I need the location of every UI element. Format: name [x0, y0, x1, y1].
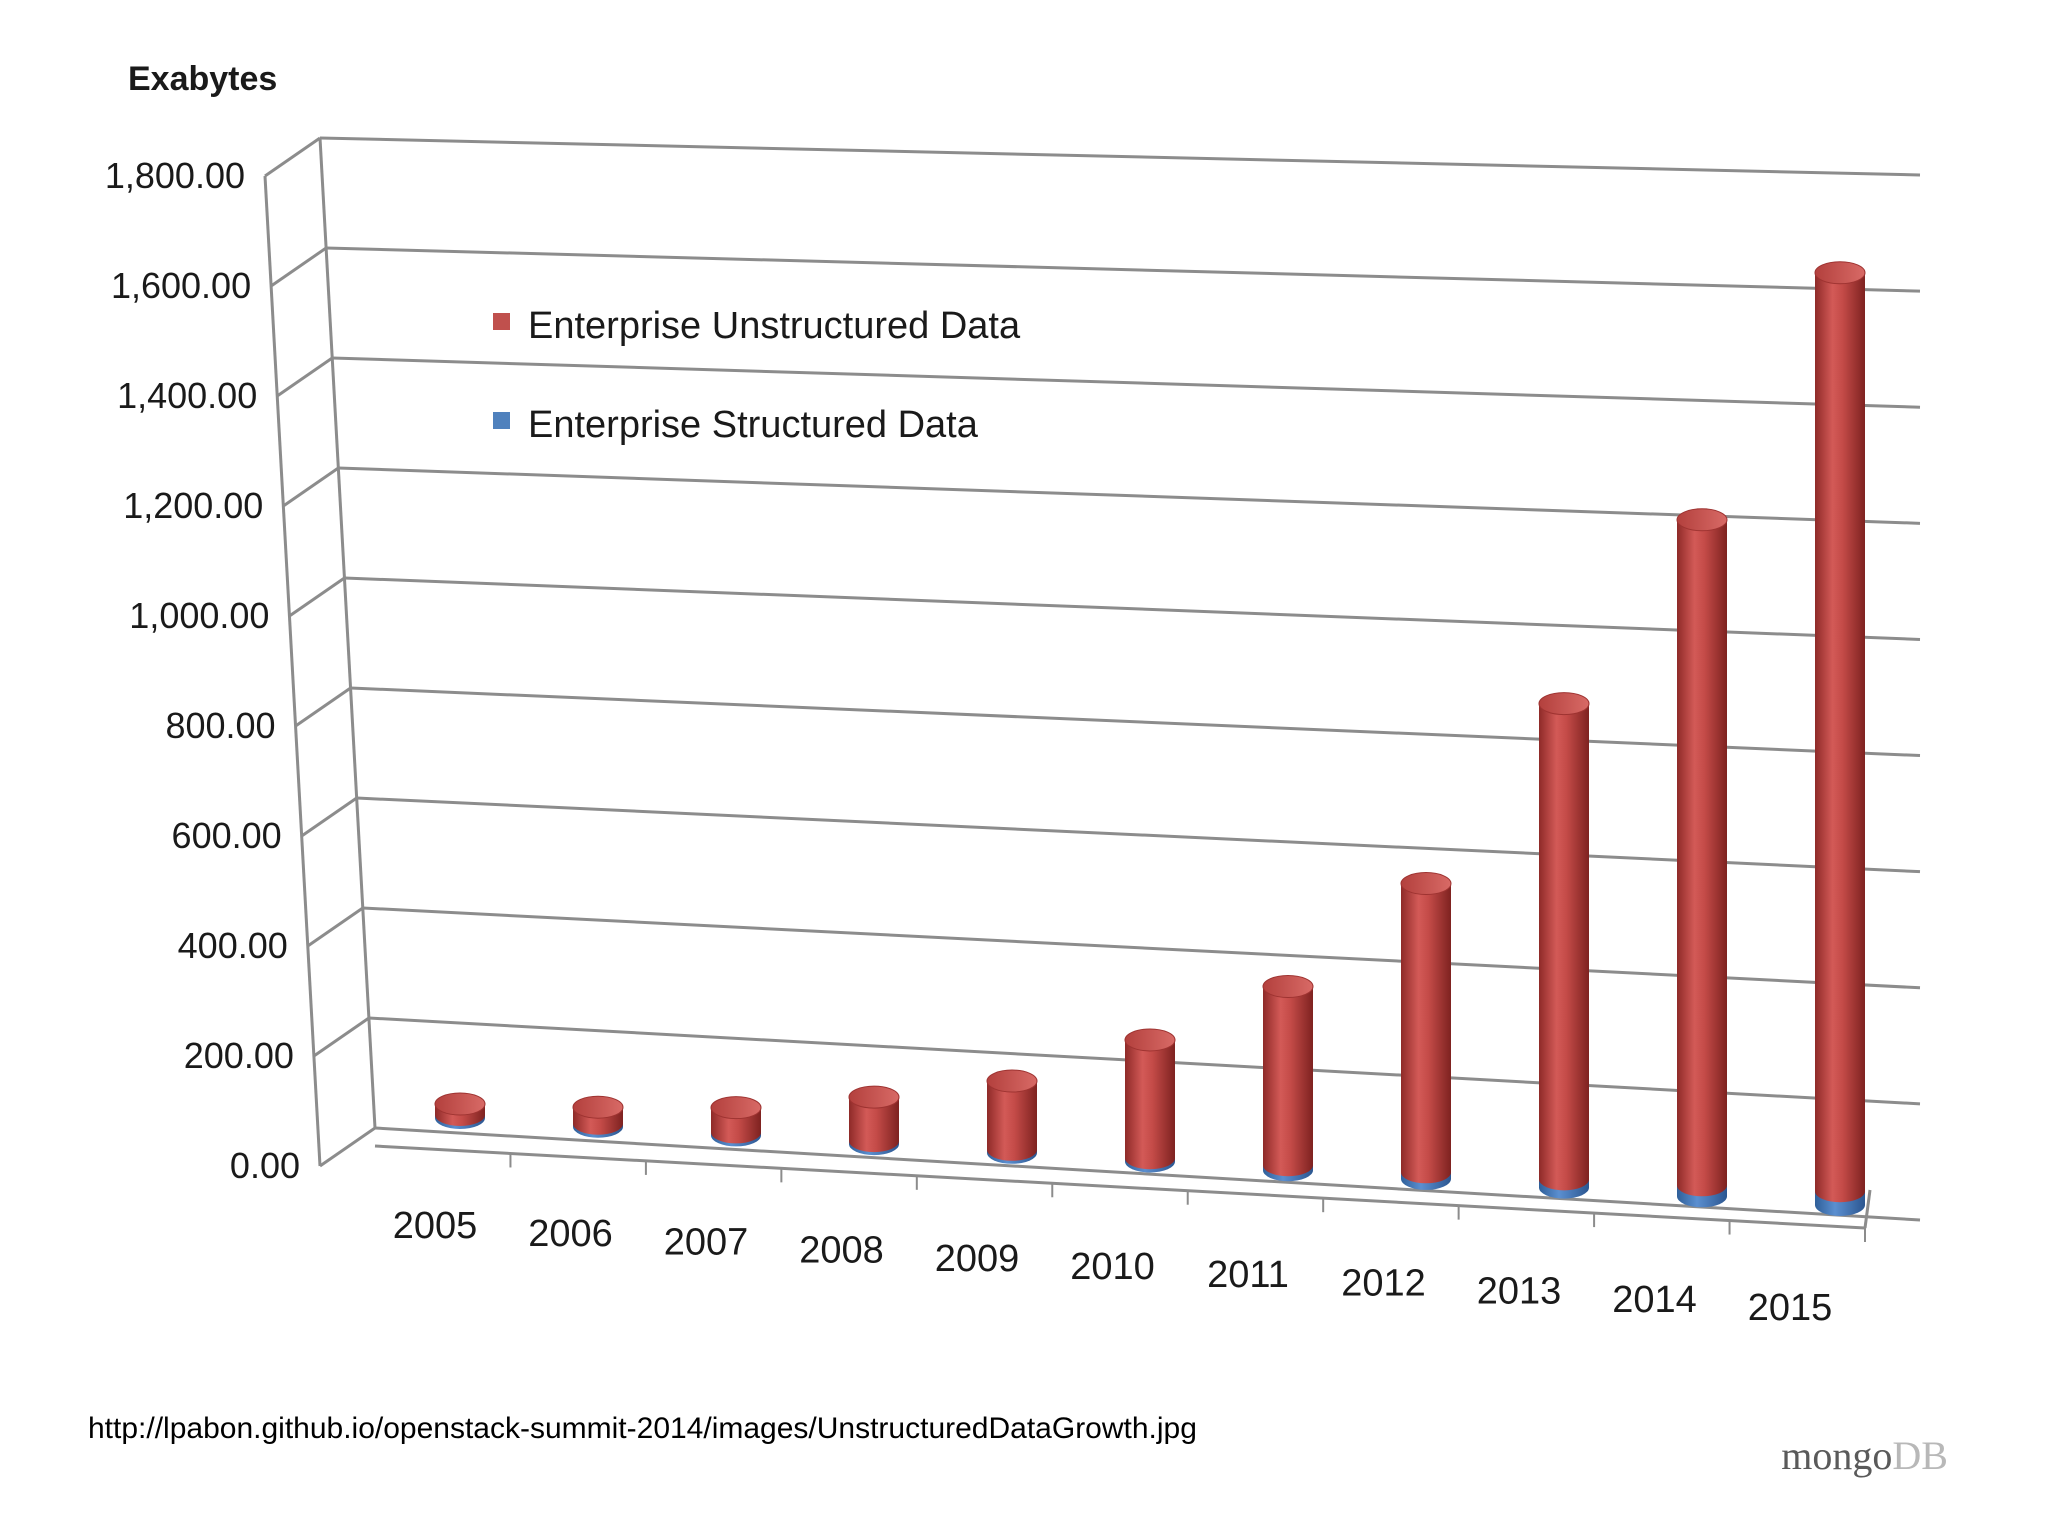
x-tick-label: 2014: [1612, 1279, 1697, 1321]
bar-unstructured-top: [1676, 508, 1728, 532]
x-tick-label: 2012: [1341, 1262, 1426, 1304]
x-axis-line: [374, 1144, 1866, 1230]
y-gridline: [350, 686, 1921, 758]
x-axis-line: [1863, 1189, 1872, 1229]
grid: [264, 136, 1921, 1222]
y-gridline: [270, 246, 327, 288]
legend-label-structured: Enterprise Structured Data: [528, 404, 979, 446]
bar-unstructured: [849, 1097, 899, 1153]
legend-swatch-structured: [493, 412, 510, 429]
x-tick-label: 2005: [393, 1205, 478, 1247]
bar-unstructured-top: [986, 1069, 1038, 1093]
y-gridline: [294, 686, 352, 728]
y-gridline: [319, 136, 1921, 177]
bar-unstructured: [1263, 986, 1313, 1177]
bar-unstructured-top: [1262, 975, 1314, 998]
y-tick-label: 800.00: [165, 705, 275, 746]
x-tick-label: 2009: [935, 1238, 1020, 1280]
axes: 0.00 200.00 400.00 600.00 800.00 1,000.00 1,20…: [105, 137, 1872, 1329]
bars: [434, 261, 1866, 1216]
bar-unstructured: [1401, 883, 1451, 1184]
x-tick-label: 2015: [1748, 1287, 1833, 1329]
mongodb-logo: mongoDB: [1781, 1432, 1948, 1479]
y-gridline: [319, 1126, 376, 1168]
y-gridline: [300, 796, 358, 838]
y-gridline: [374, 1126, 1921, 1222]
y-tick-label: 1,400.00: [117, 375, 257, 416]
x-tick-label: 2006: [528, 1213, 613, 1255]
bar-unstructured-top: [1124, 1028, 1176, 1052]
bar-unstructured: [1539, 703, 1589, 1191]
source-link[interactable]: http://lpabon.github.io/openstack-summit…: [88, 1412, 1197, 1445]
bar-unstructured: [1125, 1039, 1175, 1170]
y-gridline: [362, 906, 1921, 990]
y-gridline: [332, 356, 1921, 409]
y-gridline: [338, 466, 1921, 525]
y-tick-label: 400.00: [178, 925, 288, 966]
x-tick-label: 2007: [664, 1221, 749, 1263]
x-tick-label: 2013: [1477, 1271, 1562, 1313]
bar-unstructured-top: [434, 1092, 486, 1116]
y-tick-label: 1,600.00: [111, 265, 251, 306]
x-tick-label: 2010: [1070, 1246, 1155, 1288]
bar-unstructured-top: [572, 1095, 624, 1119]
bar-unstructured-top: [1538, 692, 1590, 716]
bar-unstructured: [987, 1081, 1037, 1161]
y-axis-line: [318, 137, 377, 1129]
logo-text-db: DB: [1892, 1433, 1948, 1478]
y-gridline: [306, 906, 364, 948]
y-axis-line: [263, 175, 322, 1167]
y-gridline: [356, 796, 1921, 874]
x-tick-label: 2011: [1207, 1254, 1289, 1296]
y-gridline: [288, 576, 346, 618]
y-axis-title: Exabytes: [128, 60, 277, 98]
y-tick-label: 600.00: [172, 815, 282, 856]
bar-unstructured: [1677, 519, 1727, 1197]
y-gridline: [282, 466, 340, 508]
y-gridline: [326, 246, 1921, 293]
y-gridline: [344, 576, 1921, 641]
legend: Enterprise Unstructured Data Enterprise …: [493, 305, 1021, 446]
y-gridline: [276, 356, 334, 398]
y-gridline: [264, 136, 321, 178]
y-tick-label: 1,800.00: [105, 155, 245, 196]
logo-text-mongo: mongo: [1781, 1433, 1893, 1478]
legend-swatch-unstructured: [493, 313, 510, 330]
bar-unstructured-top: [710, 1096, 762, 1120]
y-tick-label: 200.00: [184, 1035, 294, 1076]
y-tick-label: 1,200.00: [123, 485, 263, 526]
x-tick-label: 2008: [799, 1230, 884, 1272]
bar-unstructured-top: [1400, 872, 1452, 896]
y-gridline: [313, 1016, 370, 1058]
bar-unstructured-top: [848, 1085, 900, 1109]
y-tick-label: 0.00: [230, 1145, 300, 1186]
legend-label-unstructured: Enterprise Unstructured Data: [528, 305, 1021, 347]
y-tick-label: 1,000.00: [129, 595, 269, 636]
bar-unstructured-top: [1814, 261, 1866, 285]
bar-unstructured: [1815, 272, 1865, 1203]
